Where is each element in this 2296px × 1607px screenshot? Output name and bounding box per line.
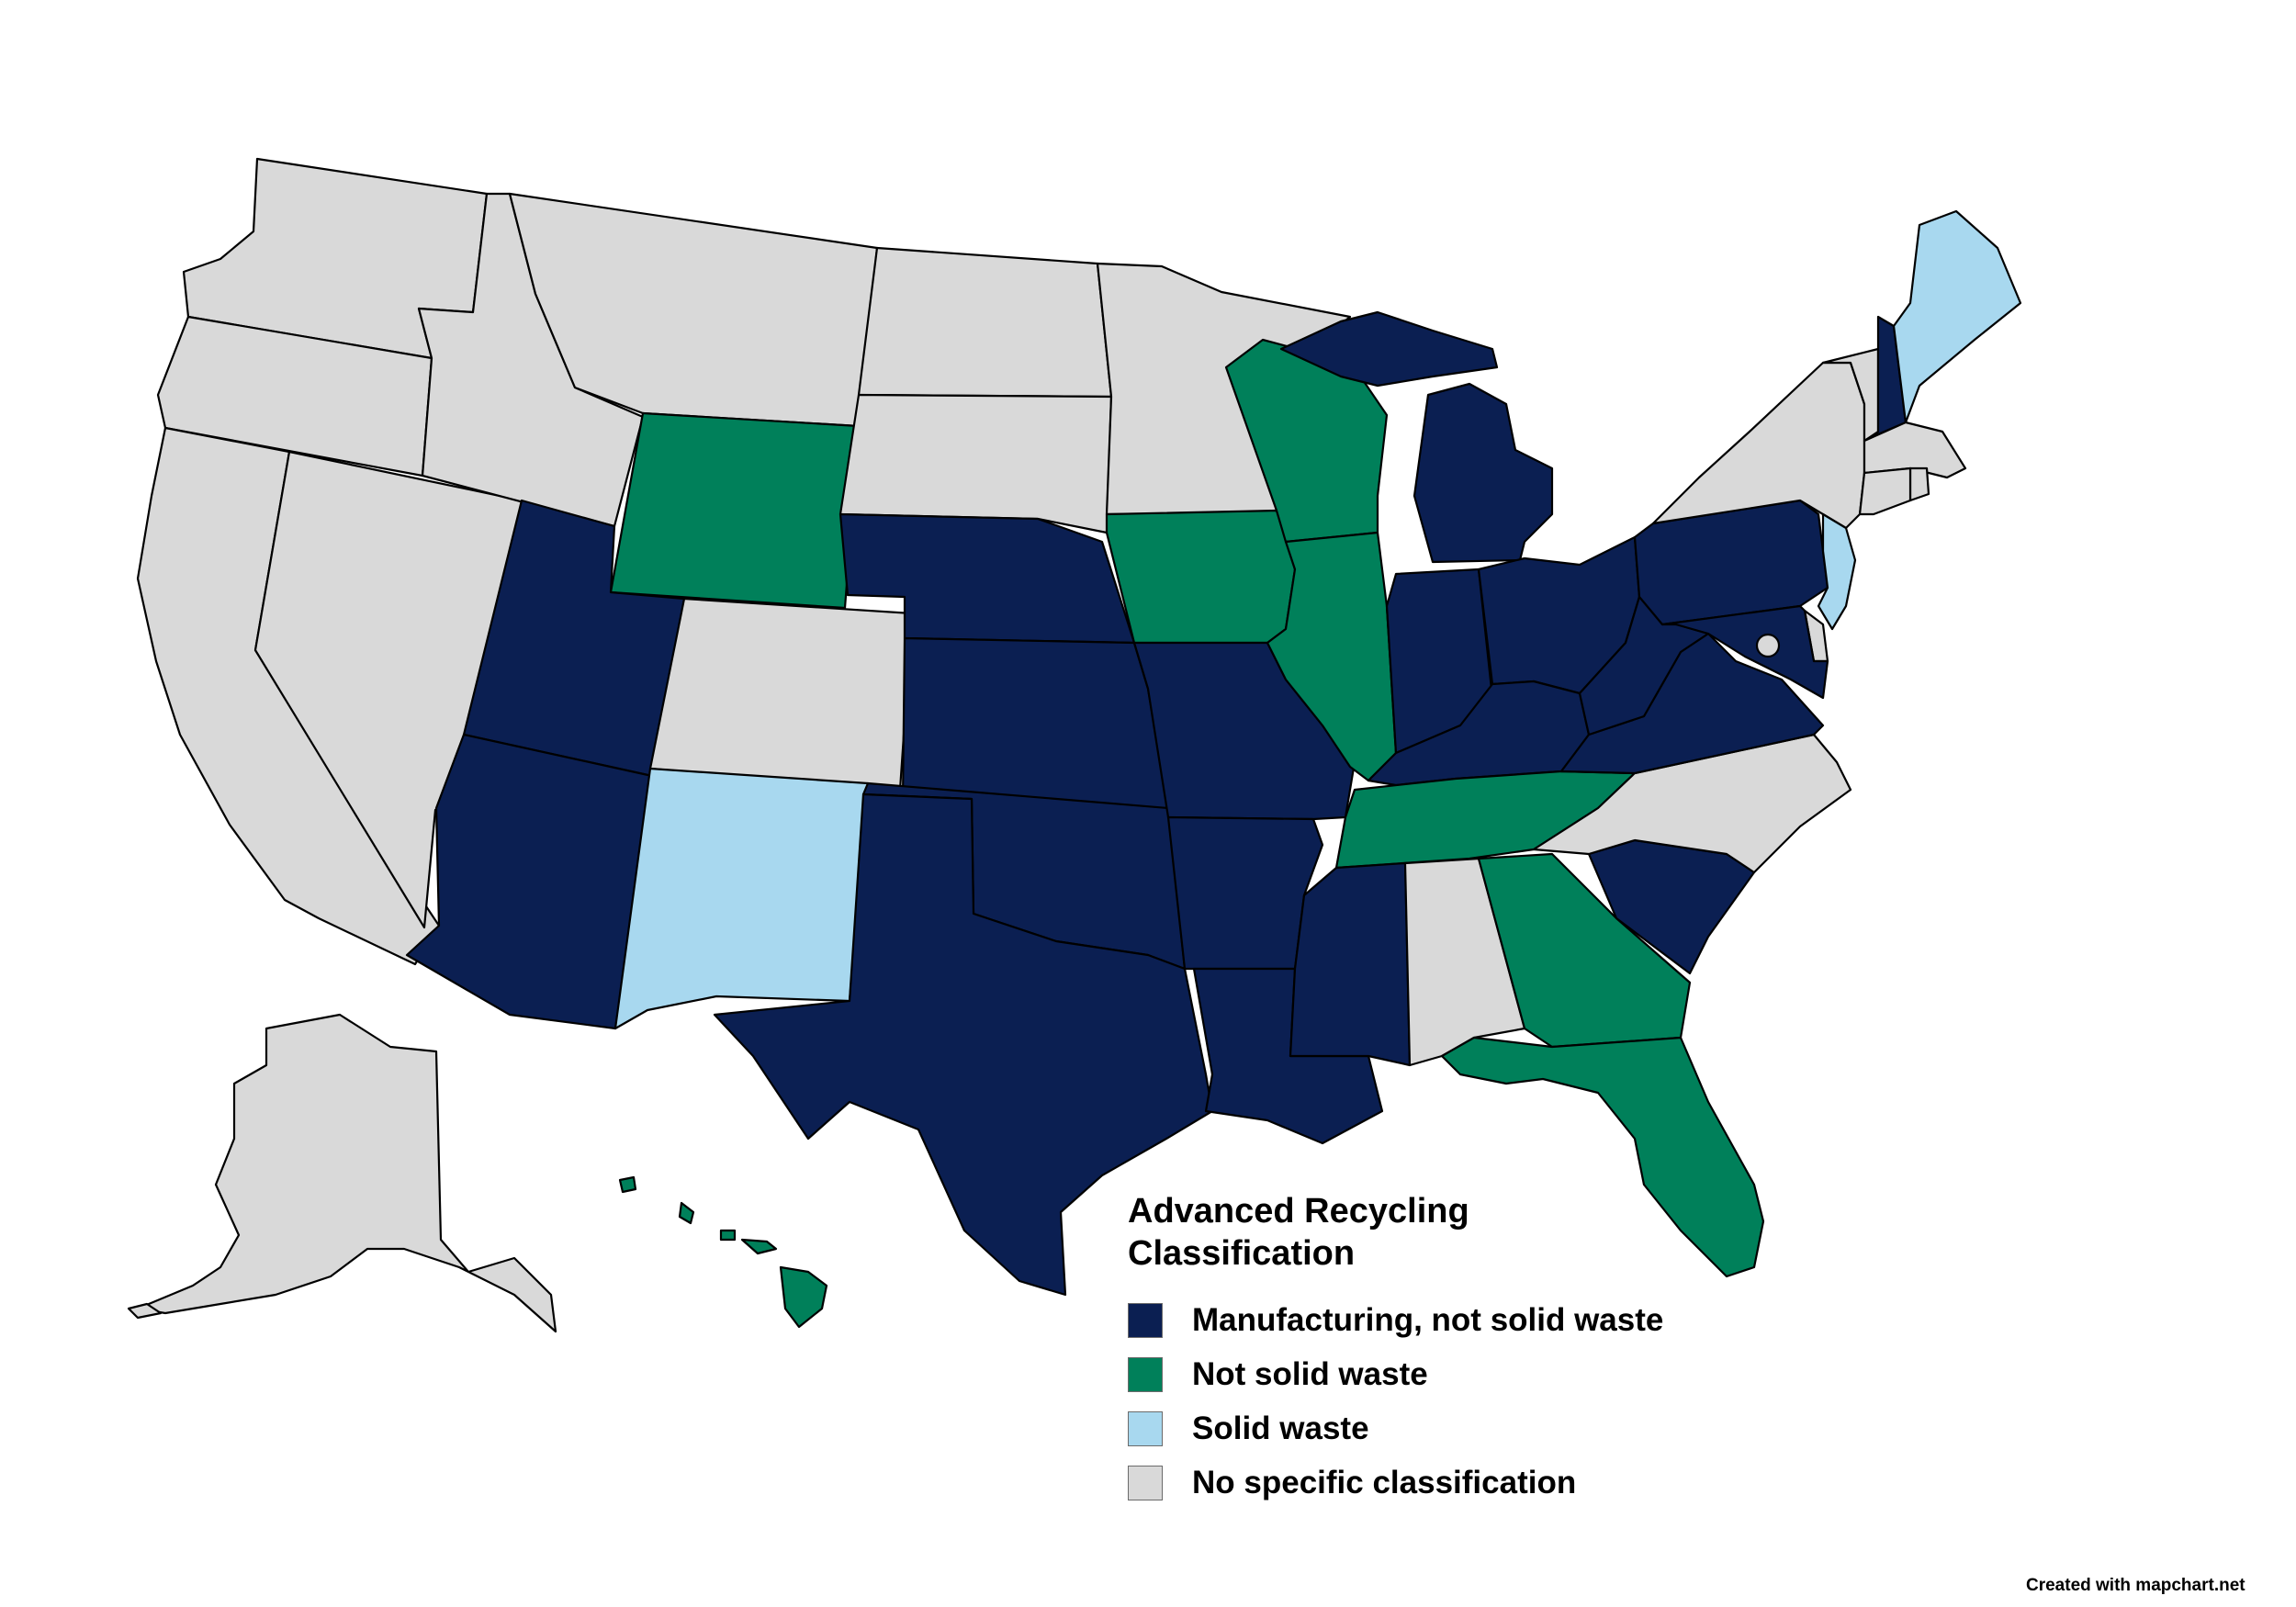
state-nd: [857, 246, 1113, 399]
state-fl: [1440, 1036, 1765, 1278]
legend-swatch-solid-waste: [1128, 1411, 1163, 1446]
legend-swatch-not-solid-waste: [1128, 1357, 1163, 1392]
legend-title: Advanced Recycling Classification: [1128, 1190, 1469, 1275]
state-nm: [613, 767, 870, 1030]
state-nj: [1817, 512, 1857, 631]
state-me: [1892, 209, 2022, 424]
legend-swatch-no-classification: [1128, 1466, 1163, 1500]
legend-label: Not solid waste: [1192, 1356, 1428, 1392]
state-ct: [1858, 466, 1912, 516]
state-md: [1660, 604, 1829, 700]
legend-item-solid-waste: Solid waste: [1128, 1410, 1663, 1447]
state-sd: [838, 393, 1113, 534]
state-tx: [713, 792, 1214, 1297]
legend-item-not-solid-waste: Not solid waste: [1128, 1356, 1663, 1393]
state-co: [648, 597, 914, 792]
legend-swatch-manufacturing: [1128, 1303, 1163, 1338]
state-il: [1266, 531, 1398, 782]
legend-item-no-classification: No specific classification: [1128, 1465, 1663, 1501]
legend-title-line1: Advanced Recycling: [1128, 1192, 1469, 1231]
legend: Manufacturing, not solid waste Not solid…: [1128, 1302, 1663, 1519]
credit-text: Created with mapchart.net: [2026, 1576, 2245, 1595]
state-ri: [1908, 466, 1930, 502]
state-nc: [1532, 733, 1852, 874]
legend-label: No specific classification: [1192, 1465, 1577, 1500]
state-ks: [901, 636, 1170, 810]
state-ny: [1651, 361, 1866, 530]
state-hi: [618, 1175, 828, 1329]
state-dc: [1755, 633, 1781, 658]
state-wy: [609, 411, 861, 610]
state-ia: [1105, 509, 1297, 645]
legend-title-line2: Classification: [1128, 1234, 1356, 1273]
legend-label: Solid waste: [1192, 1410, 1369, 1446]
states-layer: [127, 157, 2022, 1333]
state-ms: [1289, 861, 1412, 1067]
state-mi: [1279, 310, 1554, 564]
state-ga: [1477, 852, 1692, 1049]
state-wi: [1224, 338, 1389, 544]
legend-label: Manufacturing, not solid waste: [1192, 1302, 1664, 1338]
legend-item-manufacturing: Manufacturing, not solid waste: [1128, 1302, 1663, 1339]
state-ak: [127, 1013, 557, 1333]
